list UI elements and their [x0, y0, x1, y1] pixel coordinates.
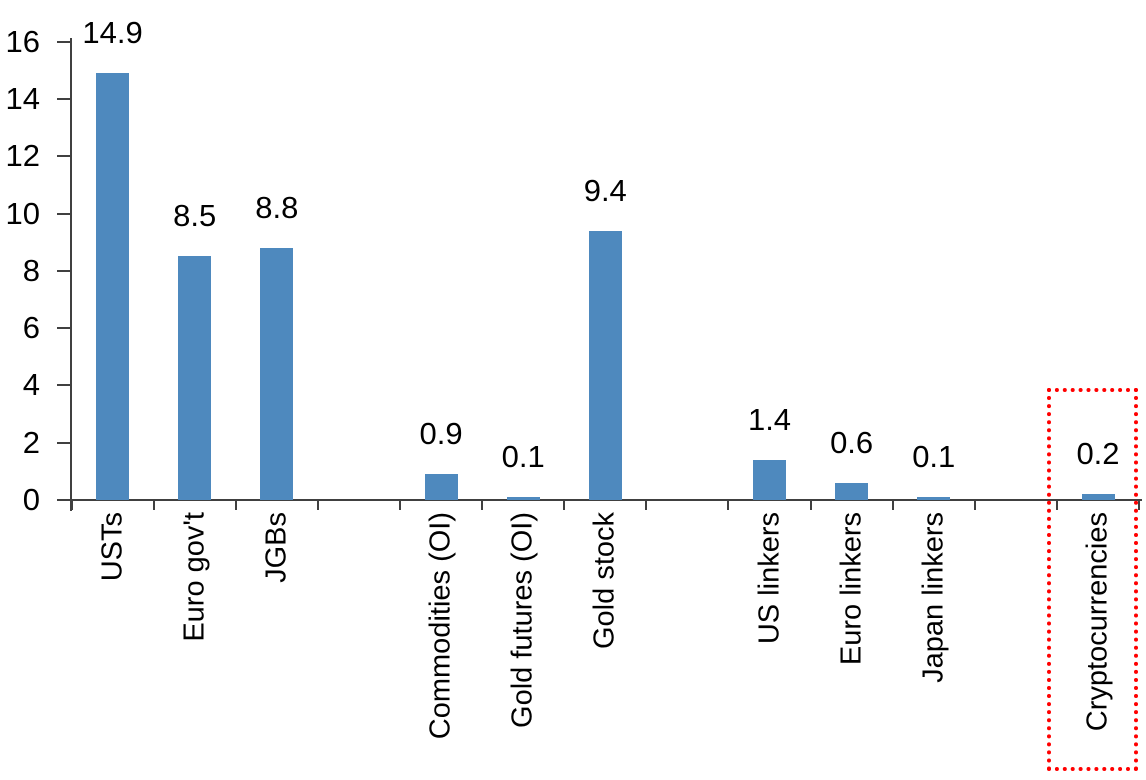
x-axis-tick — [398, 499, 401, 510]
x-axis-tick — [973, 499, 976, 510]
x-axis-tick — [481, 499, 484, 510]
x-axis-tick — [152, 499, 155, 510]
x-axis-tick — [1055, 499, 1058, 510]
bar — [178, 256, 212, 500]
category-label: JGBs — [260, 512, 293, 583]
y-axis-tick — [57, 327, 71, 330]
bar — [260, 247, 294, 500]
bar-value-label: 0.9 — [419, 416, 463, 452]
y-tick-label: 14 — [5, 80, 40, 116]
y-tick-label: 10 — [5, 195, 40, 231]
y-tick-label: 4 — [22, 367, 40, 403]
bar — [1081, 494, 1115, 500]
bar — [424, 474, 458, 500]
y-tick-label: 2 — [22, 424, 40, 460]
highlight-box — [1047, 388, 1138, 771]
x-axis-tick — [316, 499, 319, 510]
y-axis-tick — [57, 499, 71, 501]
bar-value-label: 0.1 — [501, 439, 545, 475]
x-axis-tick — [234, 499, 237, 510]
x-axis-tick — [1138, 499, 1141, 510]
bar-value-label: 1.4 — [747, 401, 792, 437]
category-label: US linkers — [753, 512, 786, 645]
y-tick-label: 8 — [22, 252, 40, 288]
y-axis-tick — [57, 384, 71, 387]
y-axis-tick — [57, 269, 71, 272]
category-label: USTs — [96, 512, 129, 582]
y-axis-line — [70, 38, 72, 511]
x-axis-tick — [563, 499, 566, 510]
x-axis-tick — [891, 499, 894, 510]
bar-value-label: 0.2 — [1076, 436, 1120, 472]
bar-value-label: 9.4 — [583, 172, 627, 208]
y-tick-label: 0 — [22, 482, 40, 517]
y-tick-label: 6 — [22, 310, 40, 346]
x-axis-line — [70, 499, 1142, 501]
category-label: Euro linkers — [835, 512, 868, 666]
category-label: Euro gov't — [178, 512, 211, 642]
bar-value-label: 0.1 — [912, 439, 956, 475]
y-tick-label: 16 — [5, 23, 40, 59]
x-axis-tick — [70, 499, 73, 510]
category-label: Gold stock — [588, 512, 621, 649]
x-axis-tick — [645, 499, 648, 510]
bar-value-label: 0.6 — [830, 424, 874, 460]
x-axis-tick — [727, 499, 730, 510]
y-axis-tick — [57, 97, 71, 100]
y-axis-tick — [57, 212, 71, 215]
bar — [96, 73, 130, 500]
y-axis-tick — [57, 40, 71, 43]
bar — [917, 497, 951, 500]
x-axis-tick — [809, 499, 812, 510]
y-tick-label: 12 — [5, 138, 40, 174]
y-axis-tick — [57, 155, 71, 158]
category-label: Japan linkers — [917, 512, 950, 683]
bar — [588, 230, 622, 500]
bar-value-label: 14.9 — [82, 15, 143, 51]
bar — [835, 482, 869, 500]
bar — [506, 497, 540, 500]
y-axis-tick — [57, 441, 71, 444]
bar-value-label: 8.5 — [173, 198, 217, 234]
bar — [753, 459, 787, 500]
bar-value-label: 8.8 — [255, 189, 299, 225]
category-label: Gold futures (OI) — [506, 512, 539, 728]
category-label: Commodities (OI) — [424, 512, 457, 740]
